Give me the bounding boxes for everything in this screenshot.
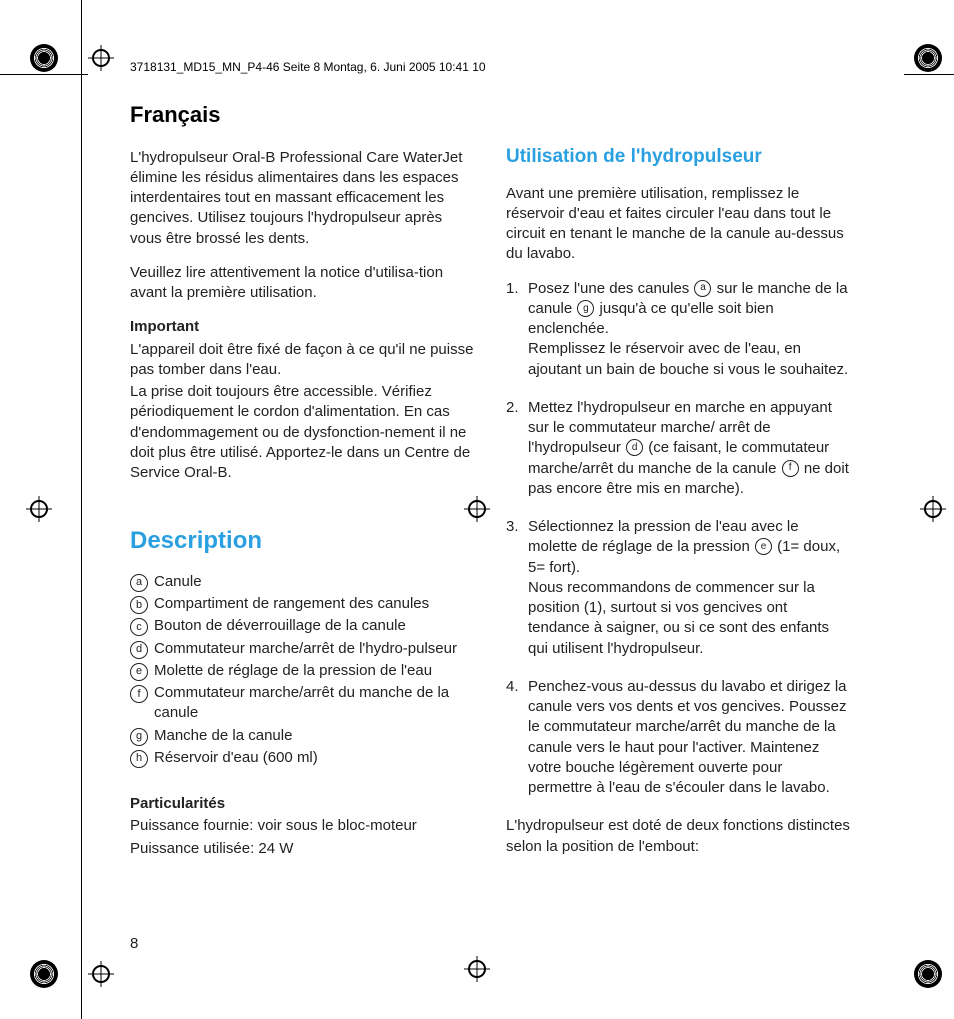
ref-letter-icon: e — [755, 538, 772, 555]
particularites-label: Particularités — [130, 794, 474, 814]
item-text: Molette de réglage de la pression de l'e… — [154, 661, 432, 681]
step-body: Mettez l'hydropulseur en marche en appuy… — [528, 398, 850, 499]
crop-line-left — [81, 0, 82, 1019]
usage-closing: L'hydropulseur est doté de deux fonction… — [506, 816, 850, 857]
crop-mark-mid-right — [924, 500, 942, 518]
left-column: Français L'hydropulseur Oral-B Professio… — [130, 100, 474, 861]
description-item: d Commutateur marche/arrêt de l'hydro-pul… — [130, 639, 474, 659]
ref-letter-icon: a — [694, 280, 711, 297]
important-text-2: La prise doit toujours être accessible. … — [130, 382, 474, 483]
item-letter-icon: c — [130, 618, 148, 636]
crosshair-icon — [924, 500, 942, 518]
item-letter-icon: e — [130, 663, 148, 681]
step-number: 3. — [506, 517, 528, 659]
particularites-line-2: Puissance utilisée: 24 W — [130, 839, 474, 859]
language-title: Français — [130, 100, 474, 130]
crop-line-top-right — [904, 74, 954, 75]
crop-header-text: 3718131_MD15_MN_P4-46 Seite 8 Montag, 6.… — [130, 60, 486, 74]
step-number: 2. — [506, 398, 528, 499]
description-item: g Manche de la canule — [130, 726, 474, 746]
item-letter-icon: f — [130, 685, 148, 703]
description-item: c Bouton de déverrouillage de la canule — [130, 616, 474, 636]
step-number: 4. — [506, 677, 528, 799]
description-item: h Réservoir d'eau (600 ml) — [130, 748, 474, 768]
description-item: a Canule — [130, 572, 474, 592]
usage-step: 1.Posez l'une des canules a sur le manch… — [506, 279, 850, 380]
crosshair-icon — [468, 960, 486, 978]
item-text: Manche de la canule — [154, 726, 292, 746]
crop-mark-bot-right — [914, 960, 942, 988]
important-text-1: L'appareil doit être fixé de façon à ce … — [130, 340, 474, 381]
registration-icon — [914, 960, 942, 988]
usage-heading: Utilisation de l'hydropulseur — [506, 144, 850, 170]
page-body: Français L'hydropulseur Oral-B Professio… — [130, 100, 850, 861]
crosshair-icon — [30, 500, 48, 518]
usage-step: 3.Sélectionnez la pression de l'eau avec… — [506, 517, 850, 659]
item-text: Compartiment de rangement des canules — [154, 594, 429, 614]
item-text: Commutateur marche/arrêt du manche de la… — [154, 683, 474, 724]
usage-step: 4.Penchez-vous au-dessus du lavabo et di… — [506, 677, 850, 799]
item-letter-icon: h — [130, 750, 148, 768]
step-body: Posez l'une des canules a sur le manche … — [528, 279, 850, 380]
step-number: 1. — [506, 279, 528, 380]
description-heading: Description — [130, 525, 474, 557]
important-label: Important — [130, 317, 474, 337]
item-text: Canule — [154, 572, 202, 592]
crop-mark-top-right — [914, 44, 942, 72]
crop-line-top-left — [0, 74, 88, 75]
registration-icon — [914, 44, 942, 72]
step-body: Sélectionnez la pression de l'eau avec l… — [528, 517, 850, 659]
step-body: Penchez-vous au-dessus du lavabo et diri… — [528, 677, 850, 799]
item-letter-icon: a — [130, 574, 148, 592]
item-text: Commutateur marche/arrêt de l'hydro-puls… — [154, 639, 457, 659]
registration-icon — [30, 44, 58, 72]
item-letter-icon: d — [130, 641, 148, 659]
crop-mark-mid-left — [30, 500, 48, 518]
description-item: e Molette de réglage de la pression de l'… — [130, 661, 474, 681]
ref-letter-icon: g — [577, 300, 594, 317]
crosshair-icon — [92, 49, 110, 67]
ref-letter-icon: f — [782, 460, 799, 477]
crosshair-icon — [92, 965, 110, 983]
intro-paragraph-1: L'hydropulseur Oral-B Professional Care … — [130, 148, 474, 249]
item-letter-icon: b — [130, 596, 148, 614]
usage-step: 2.Mettez l'hydropulseur en marche en app… — [506, 398, 850, 499]
crop-mark-bot-left — [30, 960, 110, 988]
right-column: Utilisation de l'hydropulseur Avant une … — [506, 100, 850, 861]
intro-paragraph-2: Veuillez lire attentivement la notice d'… — [130, 263, 474, 304]
particularites-line-1: Puissance fournie: voir sous le bloc-mot… — [130, 816, 474, 836]
usage-steps: 1.Posez l'une des canules a sur le manch… — [506, 279, 850, 799]
page-number: 8 — [130, 935, 138, 952]
registration-icon — [30, 960, 58, 988]
description-item: b Compartiment de rangement des canules — [130, 594, 474, 614]
crop-mark-bot-center — [468, 960, 486, 978]
crop-mark-top-left — [30, 44, 110, 72]
item-text: Bouton de déverrouillage de la canule — [154, 616, 406, 636]
description-item: f Commutateur marche/arrêt du manche de l… — [130, 683, 474, 724]
usage-intro: Avant une première utilisation, rempliss… — [506, 184, 850, 265]
item-letter-icon: g — [130, 728, 148, 746]
item-text: Réservoir d'eau (600 ml) — [154, 748, 318, 768]
ref-letter-icon: d — [626, 439, 643, 456]
description-list: a Canuleb Compartiment de rangement des ca… — [130, 572, 474, 768]
